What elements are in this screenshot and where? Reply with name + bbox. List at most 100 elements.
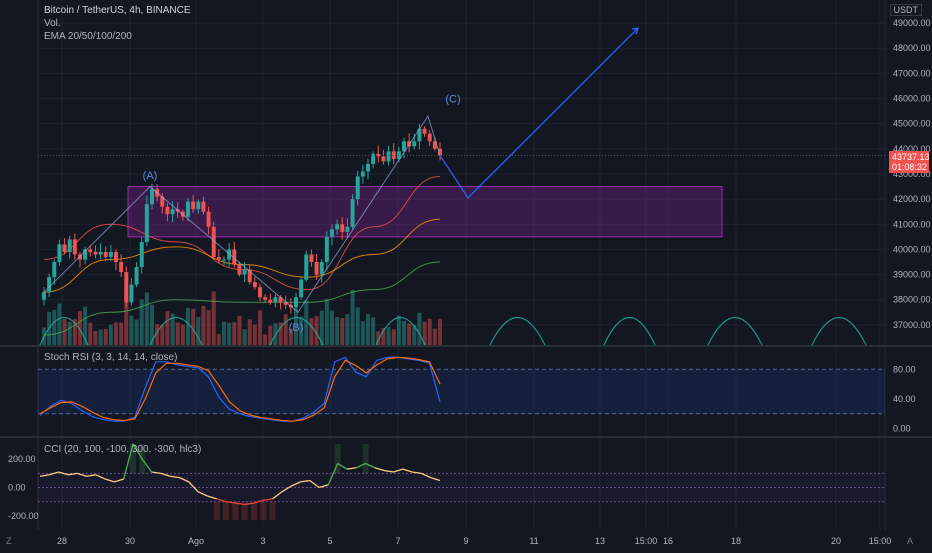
volume-bar	[330, 310, 334, 345]
volume-bar	[355, 307, 360, 345]
wave-label: (C)	[445, 93, 460, 105]
cci-band	[38, 473, 885, 502]
cci-segment	[365, 462, 376, 469]
cci-high-bg	[334, 444, 341, 474]
candle-body	[319, 262, 324, 275]
cci-low-bg	[223, 501, 230, 520]
candle-body	[391, 151, 396, 159]
volume-bar	[412, 324, 417, 345]
volume-bar	[175, 322, 180, 345]
auto-scale-button[interactable]: A	[907, 536, 914, 546]
candle-body	[294, 297, 298, 308]
candle-body	[232, 249, 237, 265]
x-tick-label: 7	[395, 536, 400, 546]
candle-body	[83, 249, 88, 260]
cci-segment	[263, 498, 273, 501]
y-tick-label: 49000.00	[893, 18, 931, 28]
y-tick-label: 41000.00	[893, 219, 931, 229]
candle-body	[360, 171, 365, 177]
y-tick-label: 42000.00	[893, 194, 931, 204]
candle-body	[427, 133, 432, 142]
zoom-corner-button[interactable]: Z	[6, 536, 12, 546]
support-zone	[127, 186, 723, 238]
volume-bar	[366, 314, 370, 345]
cci-segment	[337, 462, 348, 470]
volume-bar	[186, 307, 190, 345]
y-tick-label: 48000.00	[893, 43, 931, 53]
volume-bar	[242, 329, 247, 345]
volume-bar	[258, 310, 262, 345]
volume-bar	[407, 323, 412, 345]
cci-segment	[141, 458, 153, 473]
volume-bar	[211, 291, 216, 345]
candle-body	[196, 201, 201, 210]
cci-high-bg	[130, 444, 137, 474]
stoch-legend[interactable]: Stoch RSI (3, 3, 14, 14, close)	[44, 351, 177, 364]
y-tick-label: 47000.00	[893, 68, 931, 78]
candle-body	[93, 251, 98, 255]
candle-body	[258, 287, 262, 298]
candle-body	[273, 297, 278, 303]
stoch-line	[39, 356, 441, 422]
candle-body	[386, 151, 391, 162]
cci-panel[interactable]	[38, 443, 885, 520]
volume-bar	[206, 310, 211, 345]
volume-bar	[268, 325, 273, 345]
wave-label: (A)	[143, 170, 158, 182]
cycle-hump	[489, 317, 546, 346]
cci-segment	[77, 472, 87, 477]
cci-segment	[151, 471, 162, 475]
cycle-hump	[811, 316, 867, 346]
projection-arrowhead	[631, 27, 639, 35]
volume-bar	[78, 310, 82, 345]
cci-tick-label: 0.00	[8, 483, 26, 493]
candle-body	[330, 229, 334, 237]
y-tick-label: 46000.00	[893, 94, 931, 104]
volume-bar	[216, 334, 221, 345]
cci-legend[interactable]: CCI (20, 100, -100, 300, -300, hlc3)	[44, 443, 201, 456]
y-tick-label: 38000.00	[893, 295, 931, 305]
cci-segment	[160, 472, 171, 477]
volume-label[interactable]: Vol.	[44, 18, 61, 29]
candles[interactable]	[42, 123, 442, 314]
candle-body	[381, 156, 386, 162]
candle-body	[263, 297, 268, 300]
volume-bar	[114, 322, 118, 345]
candle-body	[98, 251, 103, 255]
candle-body	[417, 128, 422, 142]
currency-button[interactable]: USDT	[889, 4, 922, 16]
cci-segment	[374, 467, 385, 472]
candle-body	[67, 239, 72, 252]
projection-arrows: (A) (B) (C)	[38, 27, 885, 334]
candle-body	[57, 244, 62, 263]
stoch-line	[39, 356, 441, 422]
y-tick-label: 40000.00	[893, 244, 931, 254]
cci-segment	[346, 467, 357, 470]
volume-bar	[98, 329, 103, 345]
stoch-label: Stoch RSI (3, 3, 14, 14, close)	[44, 352, 178, 363]
volume-bar	[283, 314, 288, 345]
volume-bar	[165, 311, 170, 345]
cci-segment	[402, 468, 413, 473]
x-tick-label: 18	[731, 536, 741, 546]
cci-label: CCI (20, 100, -100, 300, -300, hlc3)	[44, 444, 202, 455]
volume-bar	[427, 318, 432, 345]
ema-label[interactable]: EMA 20/50/100/200	[44, 31, 132, 42]
volume-bar	[335, 316, 340, 345]
volume-bar	[432, 328, 437, 345]
y-tick-label: 44000.00	[893, 144, 931, 154]
stoch-rsi-panel[interactable]	[38, 356, 885, 422]
volume-bar	[88, 322, 93, 345]
volume-bar	[237, 315, 242, 345]
candle-body	[350, 199, 355, 227]
symbol-title[interactable]: Bitcoin / TetherUS, 4h, BINANCE	[44, 5, 191, 16]
y-tick-label: 39000.00	[893, 270, 931, 280]
volume-bar	[139, 299, 144, 345]
cci-segment	[318, 484, 329, 489]
cci-segment	[253, 499, 264, 504]
volume-bar	[57, 303, 62, 345]
candle-body	[222, 259, 226, 261]
cci-segment	[39, 474, 50, 477]
